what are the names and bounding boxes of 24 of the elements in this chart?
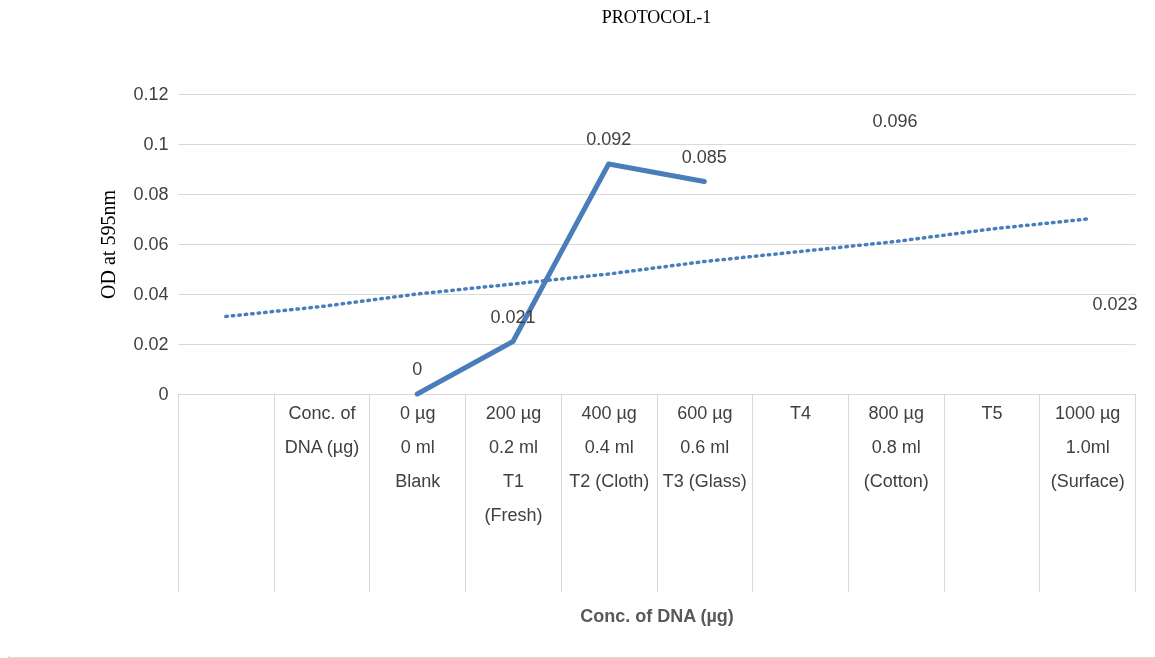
y-axis-title: OD at 595nm [97,189,120,299]
y-tick-label: 0.08 [133,183,169,204]
annotation: 0.023 [1092,294,1138,314]
x-tick-label: 600 µg 0.6 ml T3 (Glass) [662,402,747,491]
x-tick-label: 200 µg 0.2 ml T1 (Fresh) [484,402,543,525]
y-tick-label: 0.04 [133,283,169,304]
y-tick-label: 0.12 [133,83,169,104]
annotation: 0.096 [872,111,918,131]
data-label: 0.092 [586,129,632,149]
chart-title: PROTOCOL-1 [601,7,712,27]
x-tick-label: T5 [981,402,1003,423]
x-axis-title: Conc. of DNA (µg) [580,605,734,626]
y-tick-label: 0.1 [143,133,169,154]
x-tick-label: T4 [790,402,812,423]
y-tick-label: 0.06 [133,233,169,254]
data-label: 0.085 [681,146,727,167]
y-tick-label: 0.02 [133,333,169,354]
x-tick-label: Conc. of DNA (µg) [284,402,360,457]
data-label: 0 [412,359,423,379]
x-tick-label: 400 µg 0.4 ml T2 (Cloth) [569,402,650,491]
x-tick-label: 1000 µg 1.0ml (Surface) [1050,402,1125,491]
x-tick-label: 0 µg 0 ml Blank [395,402,442,491]
y-tick-label: 0 [158,383,169,404]
x-tick-label: 800 µg 0.8 ml (Cotton) [863,402,929,491]
